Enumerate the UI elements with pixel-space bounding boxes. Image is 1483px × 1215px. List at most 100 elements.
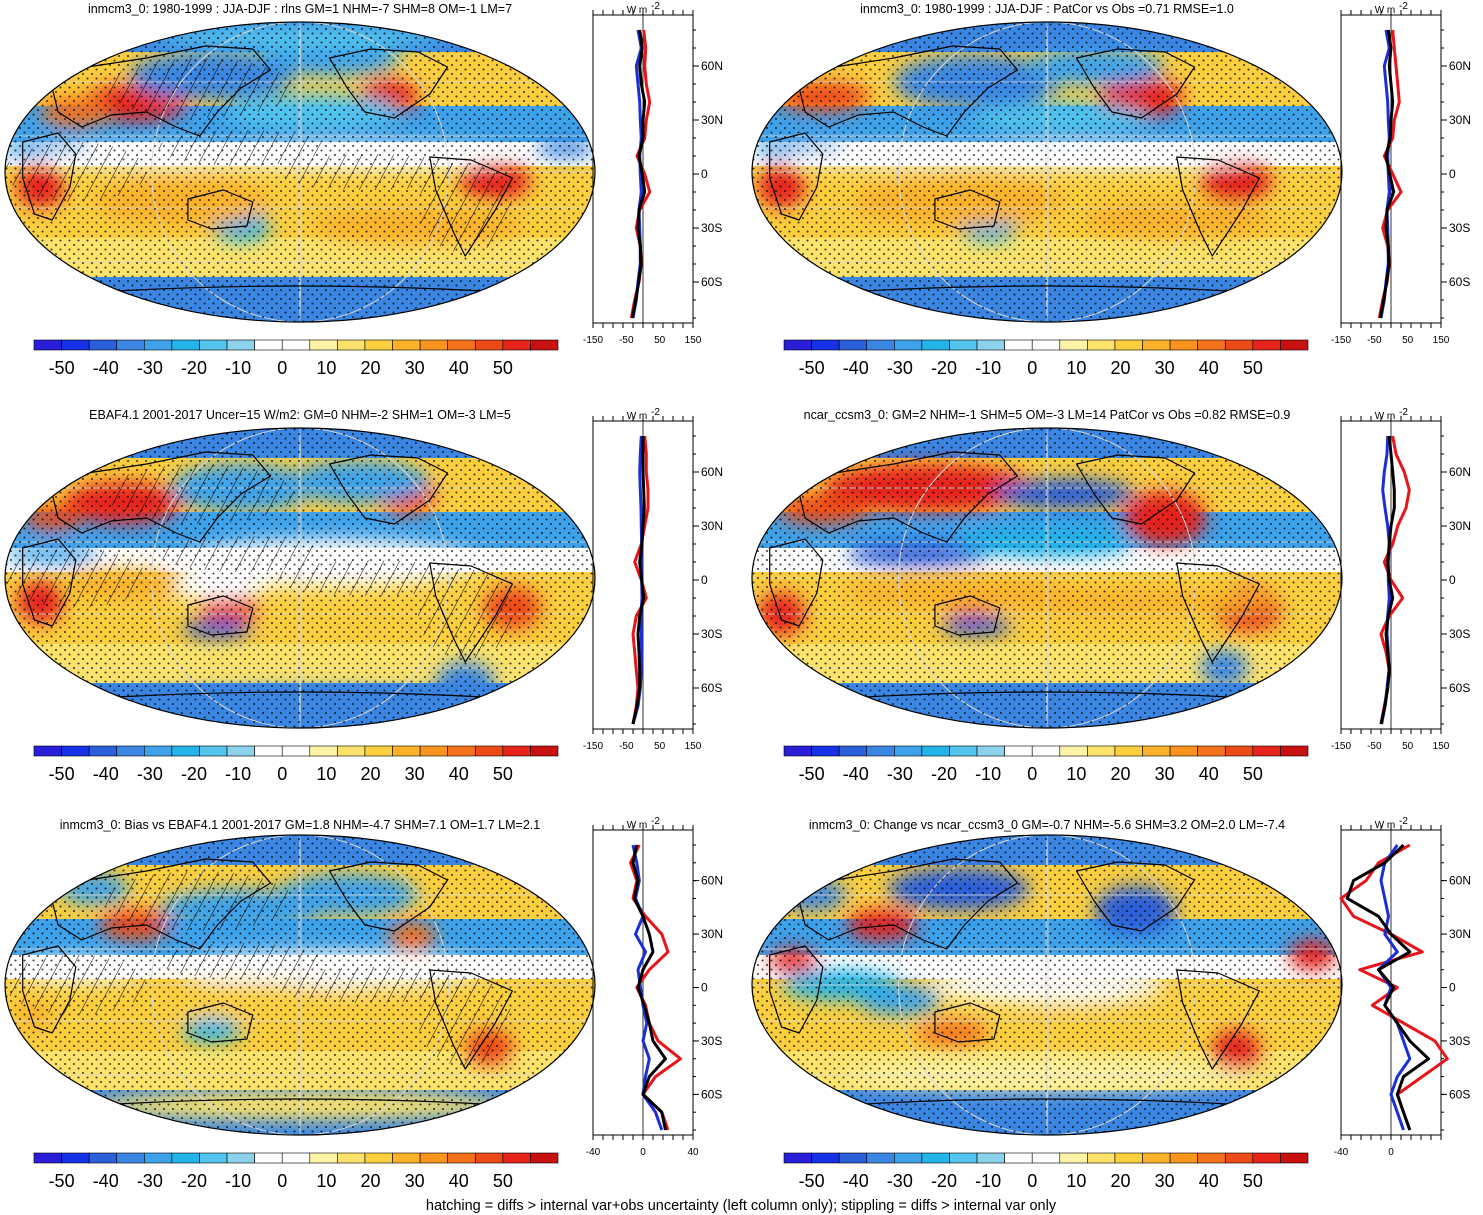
zonal-panel-p4: W m -2 -150 -50 50 150 60N 30N 0 30S 60S [1331,407,1471,752]
coastlines [769,45,1260,293]
lat-label: 30S [701,627,722,641]
unit-label: W m [627,820,648,831]
colorbar-swatch [1059,1152,1088,1164]
colorbar-swatch [1142,745,1171,757]
colorbar: -50 -40 -30 -20 -10 0 10 20 30 40 50 [33,339,559,378]
colorbar-swatch [1114,745,1143,757]
unit-label: W m [1375,411,1396,422]
colorbar-label: 40 [449,358,469,378]
map-border [751,427,1343,729]
coastlines [22,45,513,293]
colorbar-swatch [364,339,393,351]
panel-title: inmcm3_0: Bias vs EBAF4.1 2001-2017 GM=1… [60,818,540,832]
lat-label: 0 [701,981,708,995]
zonal-panel-p3: W m -2 -150 -50 50 150 60N 30N 0 30S 60S [583,407,723,752]
colorbar-swatch [88,1152,118,1164]
colorbar-swatch [392,1152,421,1164]
unit-label: W m [627,411,648,422]
zonal-series-mean [631,436,646,725]
unit-label: W m [1375,5,1396,16]
lat-label: 30S [701,1034,722,1048]
zonal-series-mean [1379,435,1396,725]
lat-label: 30N [1449,927,1471,941]
unit-exponent: -2 [651,407,660,418]
colorbar-label: 40 [449,1171,469,1191]
colorbar-swatch [254,339,283,351]
colorbar-swatch [1197,339,1226,351]
map-panel-p4: ncar_ccsm3_0: GM=2 NHM=-1 SHM=5 OM=-3 LM… [751,408,1343,784]
colorbar-swatch [61,1152,90,1164]
map-field [5,428,595,728]
zonal-panel-p2: W m -2 -150 -50 50 150 60N 30N 0 30S 60S [1331,1,1471,346]
x-tick-label: 50 [654,335,666,346]
colorbar-label: -30 [887,1171,913,1191]
x-tick-label: 50 [1402,335,1414,346]
colorbar-swatch [1004,339,1033,351]
colorbar-swatch [171,1152,200,1164]
x-tick-label: -150 [583,741,603,752]
colorbar-swatch [838,745,868,757]
lat-label: 60S [701,275,722,289]
colorbar-label: -30 [887,764,913,784]
colorbar-swatch [949,1152,978,1164]
colorbar-label: 0 [1027,358,1037,378]
panels-layer: inmcm3_0: 1980-1999 : JJA-DJF : rlns GM=… [4,1,1471,1191]
x-tick-label: -150 [583,335,603,346]
colorbar-swatch [502,339,531,351]
colorbar: -50 -40 -30 -20 -10 0 10 20 30 40 50 [783,1152,1309,1191]
colorbar-swatch [61,745,90,757]
colorbar-label: -10 [975,1171,1001,1191]
colorbar-swatch [976,745,1005,757]
colorbar-swatch [1252,745,1281,757]
map-border [4,427,596,729]
colorbar: -50 -40 -30 -20 -10 0 10 20 30 40 50 [783,339,1309,378]
unit-exponent: -2 [1399,1,1408,12]
colorbar-swatch [1087,1152,1116,1164]
colorbar-swatch [894,339,923,351]
map-field [752,835,1342,1135]
colorbar-swatch [1224,745,1254,757]
colorbar-label: -50 [799,1171,825,1191]
colorbar-label: -10 [225,358,251,378]
colorbar-label: -20 [181,1171,207,1191]
colorbar-swatch [783,745,812,757]
colorbar-label: -10 [975,764,1001,784]
colorbar-label: 50 [1243,764,1263,784]
colorbar-label: 30 [405,764,425,784]
coastlines [769,858,1260,1106]
lat-label: 60S [701,1087,722,1101]
x-tick-label: -50 [619,741,634,752]
colorbar-swatch [364,745,393,757]
colorbar-swatch [1059,339,1088,351]
map-panel-p3: EBAF4.1 2001-2017 Uncer=15 W/m2: GM=0 NH… [4,408,596,784]
colorbar-swatch [309,1152,338,1164]
colorbar-label: 20 [360,1171,380,1191]
colorbar-label: -30 [137,764,163,784]
colorbar-swatch [1224,1152,1254,1164]
map-border [751,21,1343,323]
unit-label: W m [627,5,648,16]
colorbar-label: 10 [316,764,336,784]
figure-footnote: hatching = diffs > internal var+obs unce… [426,1198,1057,1214]
colorbar-swatch [530,339,559,351]
colorbar-label: 0 [277,1171,287,1191]
lat-label: 60S [1449,275,1470,289]
lat-label: 0 [1449,573,1456,587]
colorbar-label: 50 [1243,358,1263,378]
colorbar-swatch [337,1152,366,1164]
colorbar-swatch [921,1152,950,1164]
colorbar-swatch [61,339,90,351]
colorbar-swatch [33,1152,62,1164]
coastlines [22,858,513,1106]
colorbar: -50 -40 -30 -20 -10 0 10 20 30 40 50 [33,1152,559,1191]
colorbar-label: 30 [1155,764,1175,784]
x-tick-label: 0 [640,1147,646,1158]
colorbar-swatch [1142,1152,1171,1164]
colorbar-label: 0 [277,764,287,784]
map-panel-p6: inmcm3_0: Change vs ncar_ccsm3_0 GM=-0.7… [751,818,1343,1191]
lat-label: 30S [1449,1034,1470,1048]
colorbar-label: 10 [1066,1171,1086,1191]
colorbar-label: -20 [931,764,957,784]
lat-label: 30N [701,113,723,127]
colorbar-swatch [1280,1152,1309,1164]
